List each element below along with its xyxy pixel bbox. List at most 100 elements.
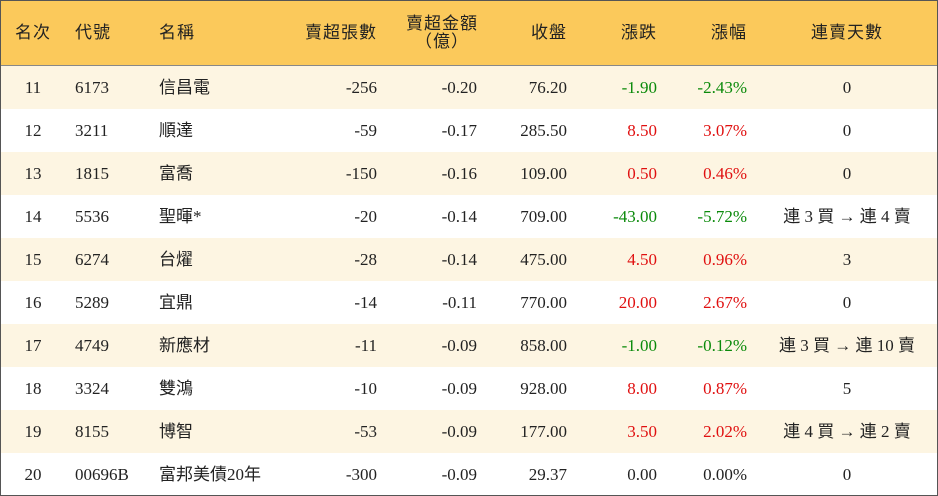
table-row: 17 4749 新應材 -11 -0.09 858.00 -1.00 -0.12% 連 3 買 … [1, 324, 937, 367]
table-cell: 0.96% [703, 249, 747, 269]
table-cell: -0.14 [441, 249, 477, 269]
table-cell: 858.00 [520, 335, 567, 355]
table-cell: 5289 [75, 292, 109, 312]
table-cell: -0.09 [441, 335, 477, 355]
table-cell: -10 [354, 378, 377, 398]
header-row: 名次 代號 名稱 賣超張數 賣超金額 （億） 收盤 漲跌 漲幅 連賣天數 [1, 1, 937, 66]
table-cell: -0.12% [697, 335, 747, 355]
table-cell: 2.67% [703, 292, 747, 312]
table-cell: -11 [354, 335, 377, 355]
table-cell: -150 [345, 163, 377, 183]
table-cell: -0.20 [441, 77, 477, 97]
table-cell: 11 [24, 77, 42, 97]
table-cell: 5536 [75, 206, 109, 226]
table-cell: 8155 [75, 421, 109, 441]
table-row: 16 5289 宜鼎 -14 -0.11 770.00 20.00 2.67% 0 [1, 281, 937, 324]
table-cell: -20 [354, 206, 377, 226]
table-cell: -0.09 [441, 378, 477, 398]
table-cell: 0 [842, 163, 852, 183]
table-cell: 0.50 [627, 163, 657, 183]
table-cell: 3 [842, 249, 852, 269]
table-cell: -0.17 [441, 120, 477, 140]
table-cell: 0 [842, 292, 852, 312]
table-cell: 8.50 [627, 120, 657, 140]
table-cell: 770.00 [520, 292, 567, 312]
table-row: 20 00696B 富邦美債20年 -300 -0.09 29.37 0.00 0.00% 0 [1, 453, 937, 496]
table-cell: 19 [24, 421, 42, 441]
table-cell: 13 [24, 163, 42, 183]
table-cell: -1.90 [621, 77, 657, 97]
table-cell: 20 [24, 464, 42, 484]
table-cell: 連 3 買 → 連 10 賣 [779, 335, 915, 355]
table-row: 13 1815 富喬 -150 -0.16 109.00 0.50 0.46% 0 [1, 152, 937, 195]
table-cell: 29.37 [528, 464, 567, 484]
table-cell: 6173 [75, 77, 109, 97]
table-cell: -59 [354, 120, 377, 140]
table-cell: 0.00 [627, 464, 657, 484]
table-cell: -256 [345, 77, 377, 97]
table-row: 14 5536 聖暉* -20 -0.14 709.00 -43.00 -5.72% 連 3 買… [1, 195, 937, 238]
table-cell: 3.07% [703, 120, 747, 140]
table-cell: 3211 [75, 120, 109, 140]
table-cell: 3.50 [627, 421, 657, 441]
table-cell: 00696B [75, 464, 129, 484]
header-cell: 名次 [15, 23, 51, 42]
table-cell: 285.50 [520, 120, 567, 140]
table-cell: -28 [354, 249, 377, 269]
table-cell: 709.00 [520, 206, 567, 226]
table-row: 12 3211 順達 -59 -0.17 285.50 8.50 3.07% 0 [1, 109, 937, 152]
table-cell: 475.00 [520, 249, 567, 269]
header-cell: 漲幅 [711, 23, 747, 42]
table-cell: 連 4 買 → 連 2 賣 [783, 421, 911, 441]
table-cell: 宜鼎 [159, 292, 193, 312]
table-cell: -0.16 [441, 163, 477, 183]
table-cell: 20.00 [618, 292, 657, 312]
table-cell: -2.43% [697, 77, 747, 97]
table-cell: 順達 [159, 120, 193, 140]
table-cell: 2.02% [703, 421, 747, 441]
table-cell: -5.72% [697, 206, 747, 226]
table-cell: -0.09 [441, 421, 477, 441]
table-cell: -14 [354, 292, 377, 312]
table-cell: 6274 [75, 249, 109, 269]
table-cell: 0.46% [703, 163, 747, 183]
table-cell: 14 [24, 206, 42, 226]
table-cell: 0 [842, 77, 852, 97]
table-cell: 連 3 買 → 連 4 賣 [783, 206, 911, 226]
table-row: 18 3324 雙鴻 -10 -0.09 928.00 8.00 0.87% 5 [1, 367, 937, 410]
table-row: 15 6274 台燿 -28 -0.14 475.00 4.50 0.96% 3 [1, 238, 937, 281]
table-cell: -0.14 [441, 206, 477, 226]
table-cell: -43.00 [613, 206, 657, 226]
table-cell: 12 [24, 120, 42, 140]
header-cell: 名稱 [159, 23, 195, 42]
header-cell: 收盤 [531, 23, 567, 42]
table-cell: 8.00 [627, 378, 657, 398]
table-cell: 76.20 [528, 77, 567, 97]
table-cell: 928.00 [520, 378, 567, 398]
table-cell: 18 [24, 378, 42, 398]
table-cell: 富邦美債20年 [159, 464, 261, 484]
table-cell: 0 [842, 120, 852, 140]
header-cell: 漲跌 [621, 23, 657, 42]
table-cell: 4.50 [627, 249, 657, 269]
table-cell: 177.00 [520, 421, 567, 441]
table-cell: -1.00 [621, 335, 657, 355]
table-cell: 富喬 [159, 163, 193, 183]
table-cell: 16 [24, 292, 42, 312]
table-cell: 0 [842, 464, 852, 484]
table-cell: -53 [354, 421, 377, 441]
table-cell: -0.11 [442, 292, 477, 312]
table-cell: 109.00 [520, 163, 567, 183]
table-row: 19 8155 博智 -53 -0.09 177.00 3.50 2.02% 連 4 買 → 連… [1, 410, 937, 453]
header-cell: 賣超張數 [305, 23, 377, 42]
table-cell: 雙鴻 [159, 378, 193, 398]
table-cell: 台燿 [159, 249, 193, 269]
table-cell: -300 [345, 464, 377, 484]
header-cell: 賣超金額 （億） [406, 14, 478, 51]
table-cell: 17 [24, 335, 42, 355]
table-cell: 信昌電 [159, 77, 210, 97]
table-cell: 聖暉* [159, 206, 202, 226]
table-row: 11 6173 信昌電 -256 -0.20 76.20 -1.90 -2.43% 0 [1, 66, 937, 109]
table-cell: 0.87% [703, 378, 747, 398]
